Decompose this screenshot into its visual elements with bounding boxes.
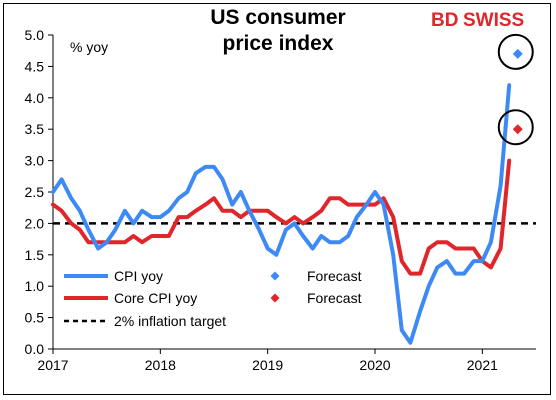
core-cpi-forecast-point: [512, 124, 523, 135]
legend-cpi-forecast-swatch: [270, 271, 280, 281]
legend-inflation-target-label: 2% inflation target: [114, 313, 226, 329]
x-tick-label: 2021: [467, 357, 498, 373]
legend-core-cpi-forecast-label: Forecast: [307, 290, 362, 306]
y-tick-label: 2.5: [25, 184, 45, 200]
legend-cpi-yoy-label: CPI yoy: [114, 268, 163, 284]
x-tick-label: 2019: [252, 357, 283, 373]
y-tick-label: 1.5: [25, 247, 45, 263]
forecast-highlight-circle: [497, 33, 534, 70]
y-tick-label: 0.0: [25, 341, 45, 357]
y-tick-label: 3.0: [25, 153, 45, 169]
cpi-yoy-line: [51, 83, 512, 345]
y-tick-label: 3.5: [25, 121, 45, 137]
forecast-highlight-circle: [497, 109, 534, 146]
y-tick-label: 4.5: [25, 58, 45, 74]
legend-cpi-forecast-label: Forecast: [307, 268, 362, 284]
y-tick-label: 4.0: [25, 90, 45, 106]
y-tick-label: 5.0: [25, 27, 45, 43]
chart-title-line-2: price index: [223, 32, 334, 55]
x-tick-label: 2018: [145, 357, 176, 373]
x-tick-label: 2017: [37, 357, 68, 373]
y-tick-label: 1.0: [25, 278, 45, 294]
chart-title-line-1: US consumer: [210, 6, 345, 29]
legend: CPI yoy Core CPI yoy 2% inflation target Fo…: [64, 268, 362, 329]
legend-core-cpi-forecast-swatch: [270, 293, 280, 303]
brand-bd: BD: [431, 10, 458, 31]
y-tick-label: 2.0: [25, 215, 45, 231]
bdswiss-logo: BD SWISS: [431, 10, 524, 31]
y-axis-label: % yoy: [70, 39, 108, 55]
brand-swiss: SWISS: [463, 10, 524, 31]
cpi-forecast-point: [512, 48, 523, 59]
chart-frame: [3, 3, 551, 395]
legend-core-cpi-yoy-label: Core CPI yoy: [114, 290, 197, 306]
y-tick-label: 0.5: [25, 310, 45, 326]
core-cpi-yoy-line: [51, 158, 512, 276]
x-tick-label: 2020: [359, 357, 390, 373]
